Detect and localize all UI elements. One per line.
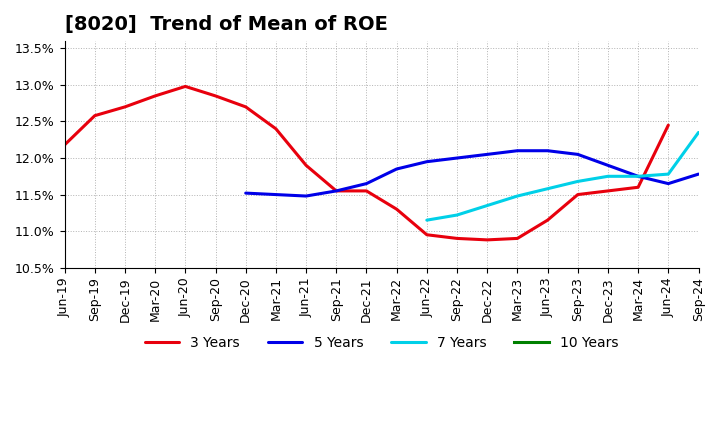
7 Years xyxy=(513,194,522,199)
3 Years xyxy=(271,126,280,132)
Legend: 3 Years, 5 Years, 7 Years, 10 Years: 3 Years, 5 Years, 7 Years, 10 Years xyxy=(139,331,624,356)
3 Years xyxy=(60,142,69,147)
Line: 3 Years: 3 Years xyxy=(65,86,668,240)
5 Years xyxy=(392,166,401,172)
5 Years xyxy=(694,172,703,177)
7 Years xyxy=(453,213,462,218)
3 Years xyxy=(241,104,250,110)
3 Years xyxy=(181,84,189,89)
3 Years xyxy=(573,192,582,197)
Line: 7 Years: 7 Years xyxy=(427,132,698,220)
5 Years xyxy=(362,181,371,186)
5 Years xyxy=(664,181,672,186)
5 Years xyxy=(513,148,522,154)
5 Years xyxy=(573,152,582,157)
5 Years xyxy=(332,188,341,194)
7 Years xyxy=(694,130,703,135)
3 Years xyxy=(150,93,159,99)
3 Years xyxy=(603,188,612,194)
3 Years xyxy=(91,113,99,118)
Text: [8020]  Trend of Mean of ROE: [8020] Trend of Mean of ROE xyxy=(65,15,387,34)
3 Years xyxy=(121,104,130,110)
3 Years xyxy=(483,237,492,242)
5 Years xyxy=(603,163,612,168)
3 Years xyxy=(302,163,310,168)
5 Years xyxy=(423,159,431,164)
7 Years xyxy=(573,179,582,184)
3 Years xyxy=(332,188,341,194)
5 Years xyxy=(634,174,642,179)
5 Years xyxy=(241,191,250,196)
3 Years xyxy=(453,236,462,241)
3 Years xyxy=(664,122,672,128)
3 Years xyxy=(392,206,401,212)
7 Years xyxy=(483,203,492,208)
5 Years xyxy=(544,148,552,154)
3 Years xyxy=(544,217,552,223)
5 Years xyxy=(483,152,492,157)
7 Years xyxy=(603,174,612,179)
3 Years xyxy=(513,236,522,241)
7 Years xyxy=(423,217,431,223)
5 Years xyxy=(302,194,310,199)
5 Years xyxy=(453,155,462,161)
Line: 5 Years: 5 Years xyxy=(246,151,698,196)
3 Years xyxy=(211,93,220,99)
7 Years xyxy=(634,174,642,179)
3 Years xyxy=(423,232,431,238)
5 Years xyxy=(271,192,280,197)
7 Years xyxy=(544,186,552,191)
7 Years xyxy=(664,172,672,177)
3 Years xyxy=(362,188,371,194)
3 Years xyxy=(634,185,642,190)
